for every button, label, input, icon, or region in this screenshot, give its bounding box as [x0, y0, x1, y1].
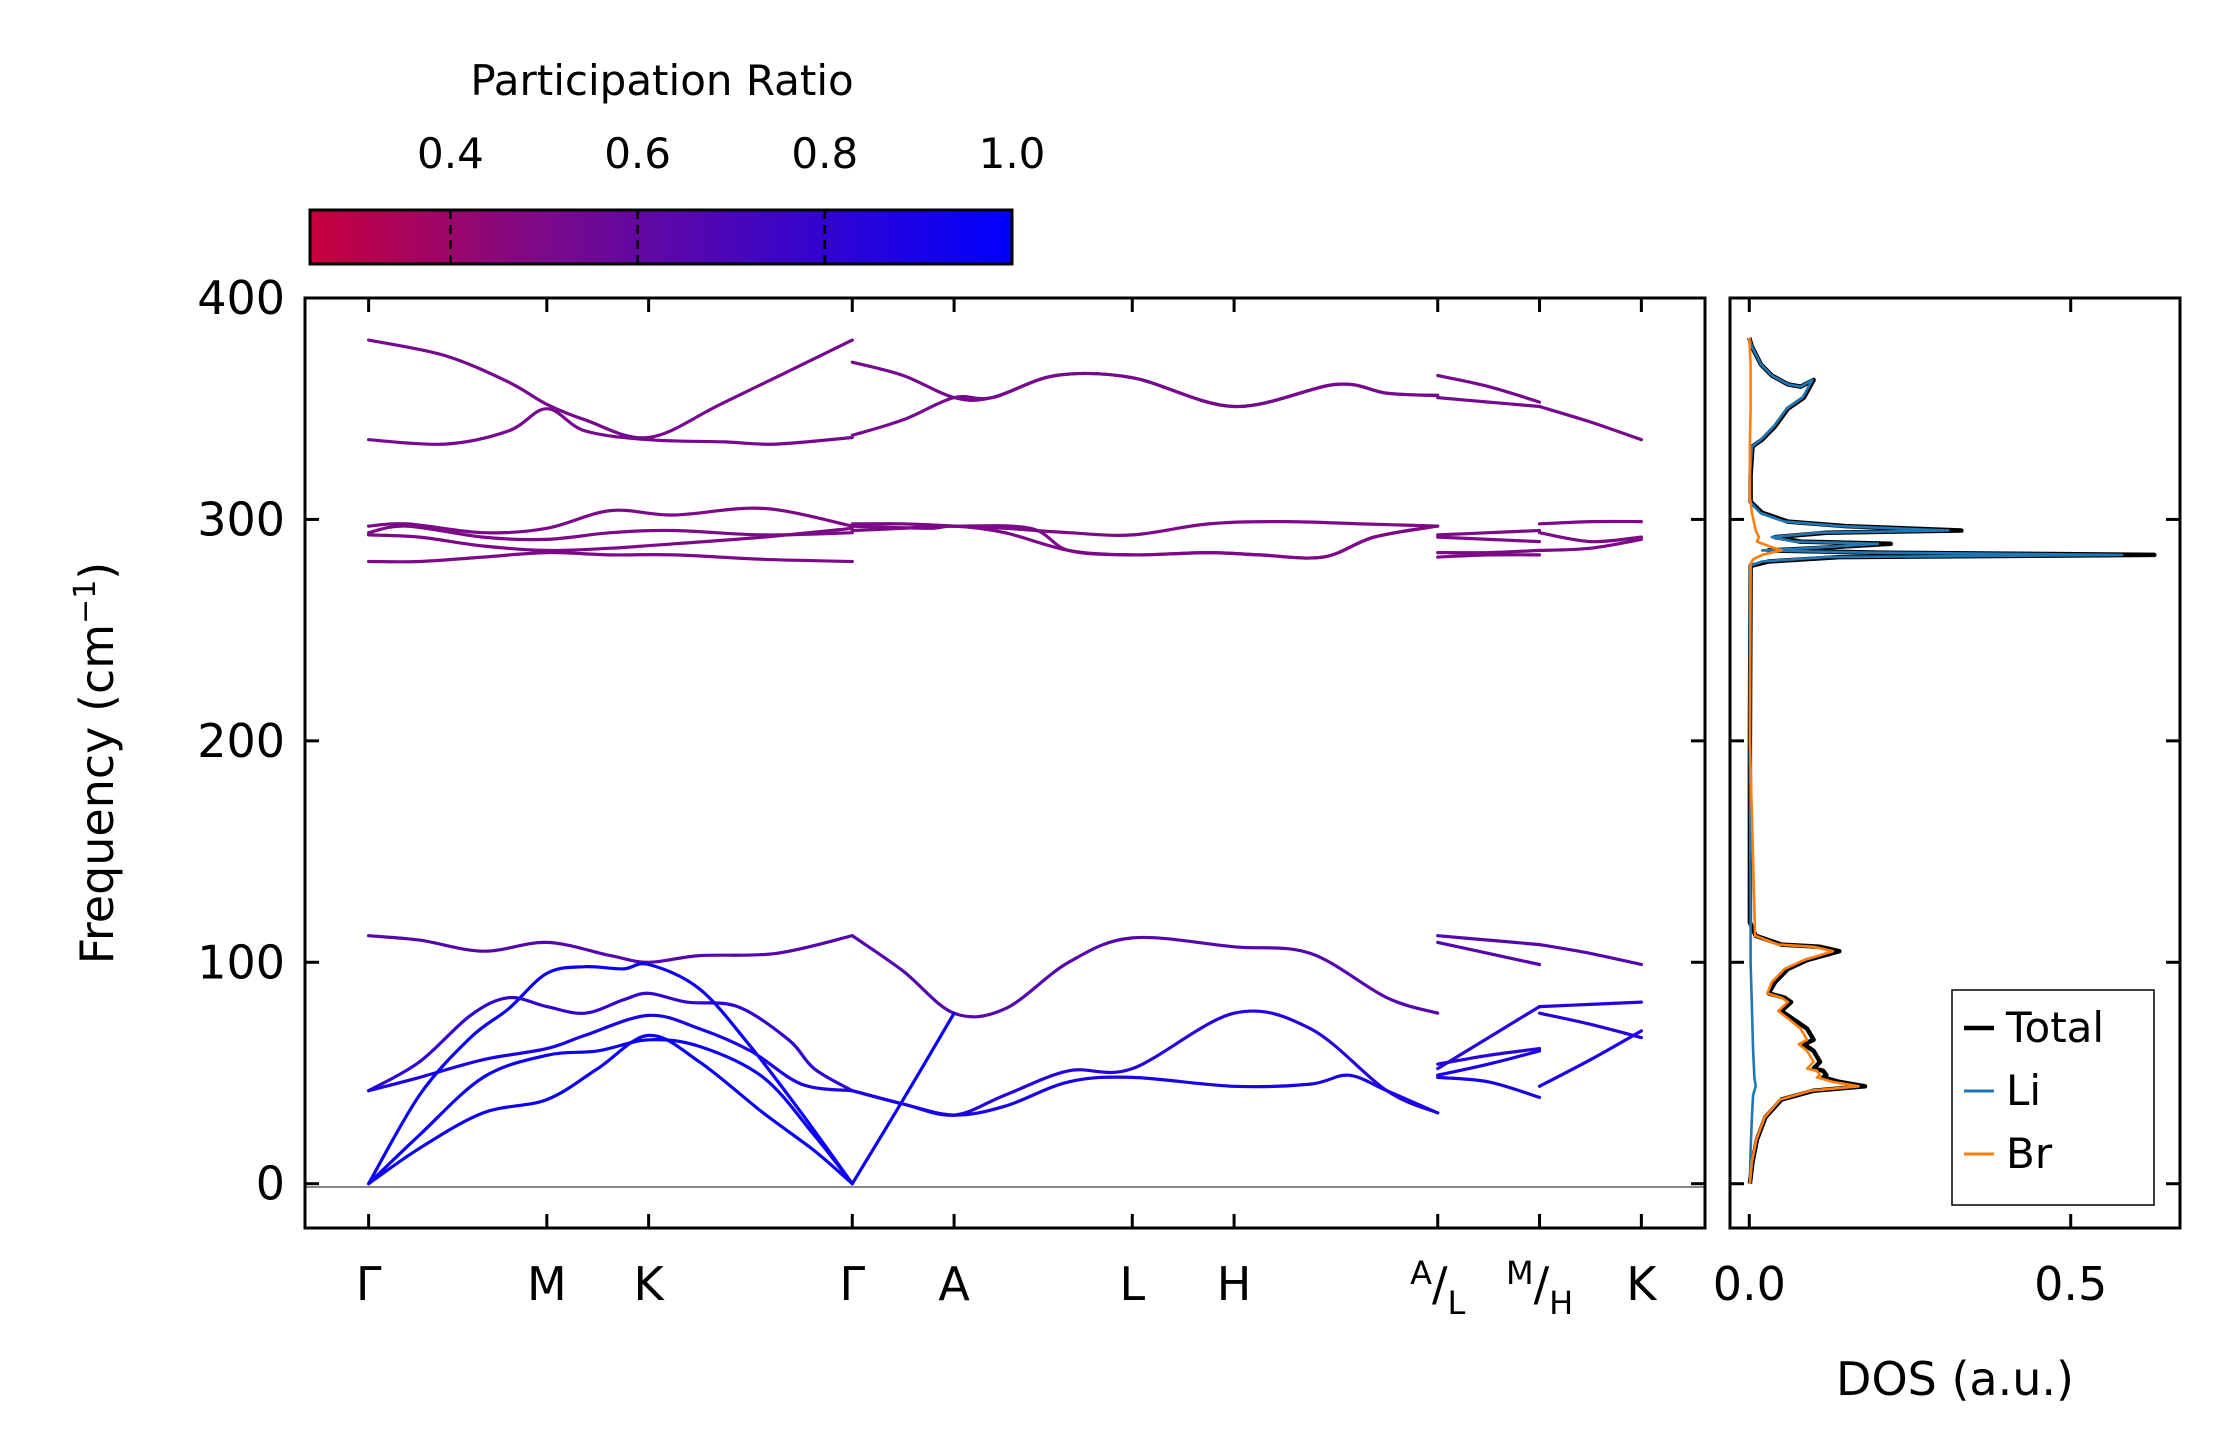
band-xtick-label-8: M/H [1506, 1254, 1573, 1322]
dos-xtick-label-1: 0.5 [2034, 1257, 2107, 1311]
dos-x-axis-label: DOS (a.u.) [1836, 1352, 2074, 1406]
colorbar-title: Participation Ratio [470, 56, 853, 105]
band-xtick-label-7: A/L [1410, 1254, 1465, 1322]
band-path-ticks: Γ M K Γ A L H A/LM/H K [356, 298, 1658, 1322]
band-seg0-3 [367, 524, 854, 542]
band-seg3-0 [1537, 404, 1643, 442]
band-seg2-7 [1436, 940, 1542, 967]
band-seg1-6 [850, 1009, 1440, 1117]
band-seg2-10 [1436, 1049, 1542, 1077]
band-xtick-label-2: K [634, 1257, 666, 1311]
colorbar-tick-label-2: 0.8 [791, 129, 858, 178]
colorbar-tick-label-3: 1.0 [979, 129, 1046, 178]
band-seg1-7 [850, 1073, 1440, 1117]
band-xtick-label-9: K [1626, 1257, 1658, 1311]
path-label-sup-8: M [1506, 1254, 1534, 1292]
dos-panel: 0.0 0.5 DOS (a.u.) Total Li Br [1713, 296, 2182, 1406]
path-label-sub-8: H [1549, 1284, 1573, 1322]
dos-curve-br [1748, 337, 1860, 1184]
y-axis-label-text: Frequency (cm [70, 624, 124, 964]
band-seg0-5 [367, 550, 854, 564]
path-label-slash-8: / [1534, 1257, 1550, 1311]
colorbar-tick-label-0: 0.4 [417, 129, 484, 178]
dos-legend: Total Li Br [1951, 989, 2155, 1206]
band-seg3-2 [1537, 531, 1643, 544]
dos-curves [1747, 337, 2157, 1184]
band-seg3-3 [1537, 537, 1643, 552]
band-seg2-3 [1436, 535, 1542, 544]
band-xtick-label-1: M [527, 1257, 567, 1311]
legend-label-total: Total [2005, 1003, 2104, 1052]
band-seg0-9 [367, 962, 854, 1186]
path-label-slash-7: / [1432, 1257, 1448, 1311]
band-seg3-7 [1537, 1029, 1643, 1088]
band-seg2-1 [1436, 396, 1542, 409]
colorbar-ticks: 0.4 0.6 0.8 1.0 [417, 129, 1045, 264]
colorbar-gradient [308, 208, 1014, 266]
band-ytick-label-4: 400 [197, 271, 285, 325]
dos-xtick-label-0: 0.0 [1713, 1257, 1786, 1311]
dos-y-ticks [1730, 296, 2180, 1186]
dos-legend-items: Total Li Br [1964, 1003, 2104, 1178]
y-axis-label-exponent: −1 [68, 580, 103, 624]
band-seg0-6 [367, 934, 854, 964]
band-seg3-5 [1537, 1000, 1643, 1009]
band-seg0-0 [367, 338, 854, 440]
band-y-ticks: 0 100 200 300 400 [197, 271, 1705, 1211]
band-seg2-2 [1436, 528, 1542, 537]
path-label-sub-7: L [1448, 1284, 1466, 1322]
band-seg0-2 [367, 506, 854, 535]
dos-curve-li [1748, 337, 2124, 1184]
band-xtick-label-0: Γ [356, 1257, 382, 1311]
band-xtick-label-3: Γ [839, 1257, 865, 1311]
dos-axes-frame [1728, 296, 2182, 1230]
band-seg2-4 [1436, 548, 1542, 555]
band-seg0-8 [367, 1013, 854, 1093]
band-axes-frame [303, 296, 1707, 1230]
band-seg2-5 [1436, 553, 1542, 559]
band-ytick-label-0: 0 [256, 1157, 285, 1211]
band-seg1-8 [850, 1011, 956, 1186]
legend-label-br: Br [2006, 1129, 2053, 1178]
y-axis-label: Frequency (cm−1) [68, 562, 124, 965]
band-ytick-label-1: 100 [197, 935, 285, 989]
band-seg2-9 [1436, 1047, 1542, 1066]
band-xtick-label-5: L [1119, 1257, 1145, 1311]
band-ytick-label-2: 200 [197, 714, 285, 768]
band-seg0-4 [367, 526, 854, 553]
band-seg0-7 [367, 991, 854, 1093]
path-label-sup-7: A [1410, 1254, 1432, 1292]
band-seg2-11 [1436, 1075, 1542, 1099]
band-seg2-0 [1436, 373, 1542, 404]
dos-x-ticks: 0.0 0.5 [1713, 298, 2107, 1311]
band-seg2-6 [1436, 934, 1542, 947]
band-xtick-label-4: A [938, 1257, 970, 1311]
y-axis-label-close: ) [70, 562, 124, 580]
band-seg2-8 [1436, 1005, 1542, 1071]
legend-label-li: Li [2006, 1066, 2041, 1115]
band-seg0-1 [367, 407, 854, 446]
band-seg1-4 [850, 524, 1440, 560]
colorbar: Participation Ratio 0.4 0.6 0.8 1.0 [308, 56, 1045, 266]
phonon-bands [367, 338, 1643, 1186]
band-seg3-6 [1537, 1011, 1643, 1040]
band-seg3-1 [1537, 519, 1643, 526]
band-seg1-1 [850, 371, 1440, 437]
band-ytick-label-3: 300 [197, 492, 285, 546]
band-xtick-label-6: H [1217, 1257, 1252, 1311]
colorbar-tick-label-1: 0.6 [604, 129, 671, 178]
band-seg0-11 [367, 1033, 854, 1186]
band-seg1-5 [850, 934, 1440, 1019]
band-seg0-10 [367, 1037, 854, 1186]
band-seg3-4 [1537, 943, 1643, 967]
